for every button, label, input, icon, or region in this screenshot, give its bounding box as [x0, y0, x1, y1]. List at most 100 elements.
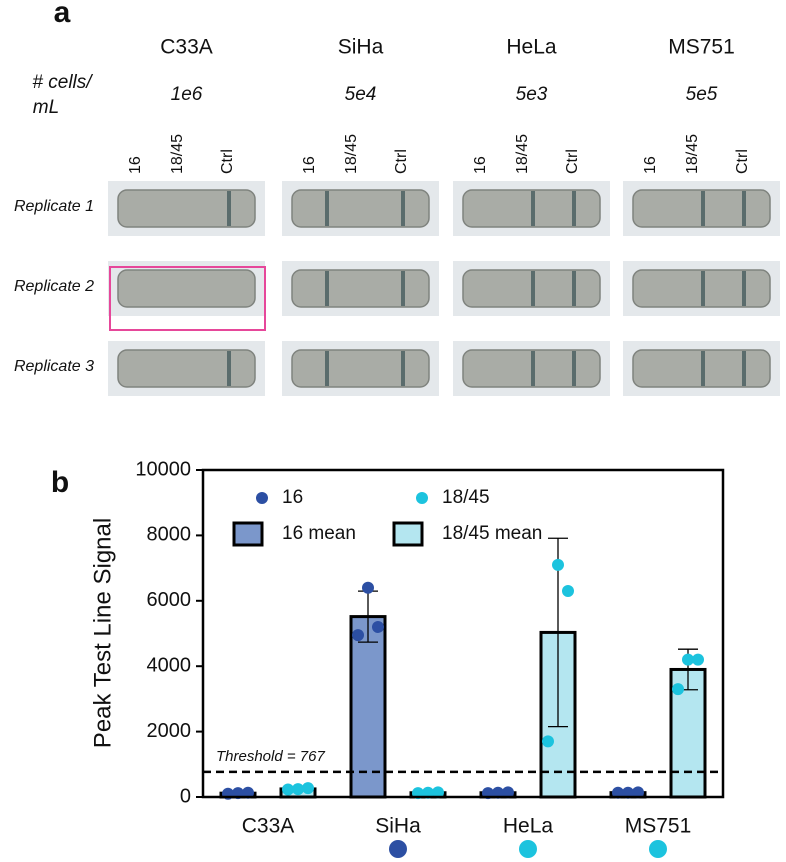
concentration: 5e5 [686, 84, 718, 105]
test-band [531, 271, 535, 306]
cell-line: MS751 [668, 36, 735, 59]
strip-label: Ctrl [734, 149, 751, 174]
test-band [401, 271, 405, 306]
legend-label: 18/45 mean [442, 523, 542, 544]
data-point [562, 584, 574, 597]
data-point [632, 786, 644, 799]
strip-label: Ctrl [564, 149, 581, 174]
strip-window [291, 349, 430, 388]
data-point [612, 786, 624, 799]
test-band [701, 191, 705, 226]
strip-label: 16 [301, 156, 318, 174]
plot-frame [201, 468, 725, 799]
test-band [227, 191, 231, 226]
test-band [325, 191, 329, 226]
y-tick-label: 2000 [147, 720, 192, 742]
y-tick-label: 4000 [147, 654, 192, 676]
legend-label: 16 [282, 487, 303, 508]
test-band [227, 351, 231, 386]
replicate-label: Replicate 1 [14, 198, 94, 215]
strip-label: 16 [642, 156, 659, 174]
legend-marker [256, 492, 268, 504]
x-tick-label: C33A [242, 815, 295, 838]
legend-label: 18/45 [442, 487, 490, 508]
data-point [672, 683, 684, 696]
strip-label: 18/45 [684, 134, 701, 174]
legend-label: 16 mean [282, 523, 356, 544]
data-point [682, 653, 694, 666]
type-indicator [389, 840, 407, 858]
cell-line: C33A [160, 36, 213, 59]
data-point [692, 653, 704, 666]
data-point [502, 786, 514, 799]
strip-window [117, 189, 256, 228]
concentration: 5e4 [345, 84, 377, 105]
data-point [622, 786, 634, 799]
row-header: # cells/ [32, 72, 93, 93]
x-tick-label: SiHa [375, 815, 421, 838]
y-tick-label: 6000 [147, 589, 192, 611]
data-point [372, 620, 384, 633]
strip-label: Ctrl [219, 149, 236, 174]
test-band [742, 191, 746, 226]
test-band [531, 351, 535, 386]
row-header: mL [33, 97, 59, 118]
data-point [492, 786, 504, 799]
cell-line: SiHa [338, 36, 384, 59]
test-band [401, 351, 405, 386]
legend-swatch [232, 521, 264, 547]
replicate-label: Replicate 3 [14, 358, 94, 375]
concentration: 5e3 [516, 84, 548, 105]
strip-label: Ctrl [393, 149, 410, 174]
y-tick-label: 8000 [147, 524, 192, 546]
test-band [701, 271, 705, 306]
y-tick-label: 0 [180, 785, 191, 807]
data-point [352, 629, 364, 642]
strip-label: 16 [472, 156, 489, 174]
replicate-label: Replicate 2 [14, 278, 94, 295]
type-indicator [519, 840, 537, 858]
concentration: 1e6 [171, 84, 203, 105]
invalid-highlight [109, 266, 266, 331]
panel-label: a [54, 0, 71, 29]
data-point [242, 786, 254, 799]
data-point [422, 786, 434, 799]
y-axis-label: Peak Test Line Signal [89, 518, 116, 748]
data-point [552, 558, 564, 571]
test-band [572, 351, 576, 386]
strip-label: 18/45 [169, 134, 186, 174]
strip-window [291, 269, 430, 308]
strip-label: 18/45 [343, 134, 360, 174]
bar [349, 615, 387, 799]
test-band [531, 191, 535, 226]
x-tick-label: MS751 [625, 815, 692, 838]
panel-label: b [51, 466, 69, 499]
strip-window [291, 189, 430, 228]
data-point [542, 735, 554, 748]
data-point [292, 783, 304, 796]
legend-marker [416, 492, 428, 504]
test-band [572, 271, 576, 306]
strip-label: 16 [127, 156, 144, 174]
test-band [701, 351, 705, 386]
test-band [325, 271, 329, 306]
test-band [325, 351, 329, 386]
x-tick-label: HeLa [503, 815, 554, 838]
legend-swatch [392, 521, 424, 547]
strip-label: 18/45 [514, 134, 531, 174]
data-point [282, 783, 294, 796]
data-point [432, 786, 444, 799]
strip-window [117, 349, 256, 388]
test-band [572, 191, 576, 226]
strip-window [117, 269, 256, 308]
data-point [302, 782, 314, 795]
test-band [401, 191, 405, 226]
test-band [742, 351, 746, 386]
data-point [362, 581, 374, 594]
test-band [742, 271, 746, 306]
threshold-label: Threshold = 767 [216, 748, 325, 765]
type-indicator [649, 840, 667, 858]
cell-line: HeLa [506, 36, 557, 59]
y-tick-label: 10000 [135, 458, 191, 480]
